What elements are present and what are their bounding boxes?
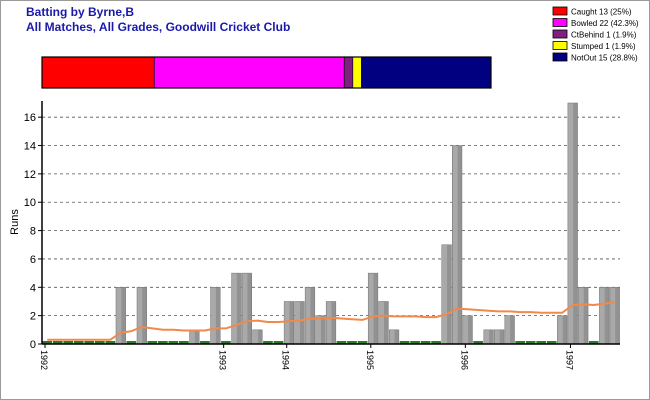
y-tick-label-8: 8 bbox=[30, 226, 36, 238]
bar-12 bbox=[168, 341, 179, 344]
bar-11 bbox=[158, 341, 168, 344]
bar-30 bbox=[357, 341, 368, 344]
chart-title: Batting by Byrne,B bbox=[26, 5, 135, 19]
bar-shade-40 bbox=[468, 315, 473, 344]
bar-2 bbox=[63, 341, 74, 344]
legend-swatch-3 bbox=[552, 41, 568, 50]
bar-shade-54 bbox=[615, 287, 620, 344]
bar-0 bbox=[42, 341, 53, 344]
dismissal-segment-3 bbox=[352, 56, 362, 89]
bar-shade-51 bbox=[583, 287, 589, 344]
bar-shade-44 bbox=[510, 315, 515, 344]
bar-shade-9 bbox=[142, 287, 147, 344]
bar-shade-42 bbox=[489, 329, 494, 344]
x-tick-label-3: 1995 bbox=[365, 350, 375, 370]
bar-1 bbox=[52, 341, 63, 344]
bar-shade-31 bbox=[373, 273, 378, 344]
dismissal-segment-0 bbox=[41, 56, 155, 89]
legend-label-4: NotOut 15 (28.8%) bbox=[571, 54, 638, 63]
y-tick-label-6: 6 bbox=[30, 254, 36, 266]
y-tick-label-0: 0 bbox=[30, 339, 36, 351]
bar-shade-38 bbox=[447, 244, 452, 344]
legend-label-0: Caught 13 (25%) bbox=[571, 8, 632, 17]
bar-shade-50 bbox=[573, 103, 578, 344]
legend: Caught 13 (25%) Bowled 22 (42.3%) CtBehind… bbox=[552, 6, 639, 63]
bar-shade-16 bbox=[215, 287, 221, 344]
dismissal-bar-border bbox=[41, 56, 492, 89]
bar-13 bbox=[179, 341, 189, 344]
bar-35 bbox=[410, 341, 420, 344]
dismissal-segment-1 bbox=[153, 56, 345, 89]
y-tick-label-16: 16 bbox=[24, 112, 36, 124]
bar-shade-33 bbox=[394, 329, 399, 344]
bar-45 bbox=[515, 341, 525, 344]
dismissal-segment-4 bbox=[361, 56, 492, 89]
chart-subtitle: All Matches, All Grades, Goodwill Cricke… bbox=[26, 20, 291, 34]
bar-6 bbox=[105, 341, 116, 344]
bar-4 bbox=[84, 341, 95, 344]
bar-21 bbox=[263, 341, 273, 344]
x-tick-label-4: 1996 bbox=[459, 350, 469, 370]
bar-29 bbox=[347, 341, 357, 344]
bar-shade-39 bbox=[457, 145, 462, 344]
bar-shade-19 bbox=[247, 273, 252, 344]
bar-shade-32 bbox=[384, 301, 389, 344]
average-line bbox=[47, 301, 615, 341]
bar-52 bbox=[588, 341, 599, 344]
dismissal-segment-2 bbox=[343, 56, 354, 89]
bar-shade-25 bbox=[310, 287, 315, 344]
axes: 0 2 4 6 8 10 12 14 16 1992 1993 1994 1995 1996 1997 bbox=[24, 101, 620, 370]
bar-shade-43 bbox=[499, 329, 504, 344]
bar-5 bbox=[94, 341, 105, 344]
legend-label-1: Bowled 22 (42.3%) bbox=[571, 19, 639, 28]
y-tick-label-12: 12 bbox=[24, 169, 36, 181]
y-tick-label-2: 2 bbox=[30, 311, 36, 323]
y-tick-label-4: 4 bbox=[30, 282, 36, 294]
bar-15 bbox=[200, 341, 210, 344]
bar-shade-53 bbox=[604, 287, 610, 344]
bar-34 bbox=[399, 341, 410, 344]
bar-22 bbox=[273, 341, 284, 344]
bar-48 bbox=[546, 341, 557, 344]
legend-label-3: Stumped 1 (1.9%) bbox=[571, 42, 636, 51]
bar-8 bbox=[126, 341, 137, 344]
y-tick-label-10: 10 bbox=[24, 197, 36, 209]
bar-47 bbox=[536, 341, 547, 344]
legend-swatch-2 bbox=[552, 29, 568, 39]
bar-shade-26 bbox=[320, 315, 326, 344]
legend-label-2: CtBehind 1 (1.9%) bbox=[571, 31, 637, 40]
bar-28 bbox=[336, 341, 347, 344]
y-tick-label-14: 14 bbox=[24, 141, 36, 153]
x-tick-label-1: 1993 bbox=[218, 350, 228, 370]
bar-shade-49 bbox=[562, 315, 568, 344]
dismissal-bar bbox=[41, 56, 492, 89]
bar-shade-18 bbox=[236, 273, 242, 344]
legend-swatch-4 bbox=[552, 52, 568, 62]
bar-10 bbox=[147, 341, 158, 344]
y-axis-label: Runs bbox=[9, 209, 21, 235]
bar-shade-14 bbox=[194, 329, 200, 344]
bar-shade-27 bbox=[331, 301, 336, 344]
legend-swatch-1 bbox=[552, 18, 568, 27]
bar-shade-24 bbox=[299, 301, 305, 344]
bar-17 bbox=[221, 341, 231, 344]
bar-37 bbox=[431, 341, 441, 344]
bar-41 bbox=[473, 341, 483, 344]
runs-bars bbox=[42, 102, 620, 345]
bar-46 bbox=[525, 341, 536, 344]
bar-36 bbox=[420, 341, 431, 344]
x-tick-label-5: 1997 bbox=[564, 350, 574, 370]
x-tick-label-0: 1992 bbox=[39, 350, 49, 370]
bar-shade-20 bbox=[257, 329, 263, 344]
legend-swatch-0 bbox=[552, 6, 568, 16]
bar-3 bbox=[73, 341, 84, 344]
x-tick-label-2: 1994 bbox=[281, 350, 291, 370]
bar-shade-7 bbox=[121, 287, 126, 344]
bar-shade-23 bbox=[289, 301, 294, 344]
gridlines bbox=[42, 116, 620, 317]
